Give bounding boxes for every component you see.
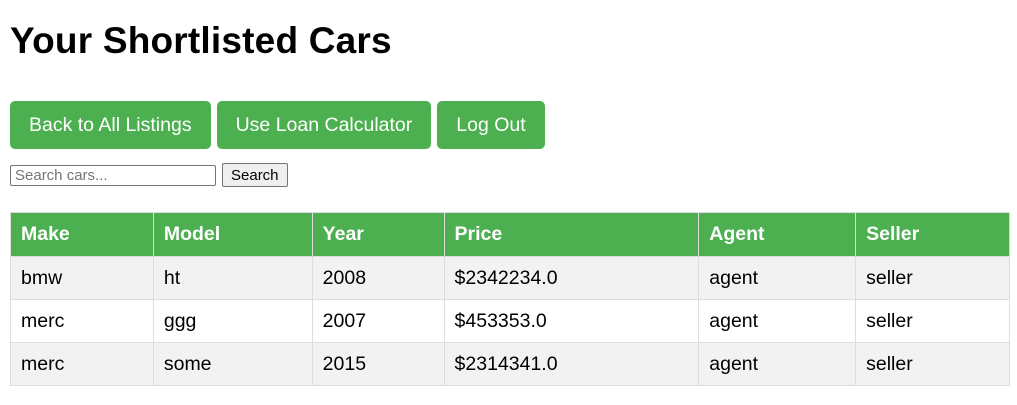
column-header-year: Year xyxy=(311,212,445,257)
cell-price: $2314341.0 xyxy=(443,342,700,386)
shortlist-table: Make Model Year Price Agent Seller bmw h… xyxy=(10,212,1010,386)
column-header-seller: Seller xyxy=(855,212,1010,257)
cell-agent: agent xyxy=(698,299,857,343)
cell-year: 2008 xyxy=(311,256,445,300)
column-header-model: Model xyxy=(152,212,313,257)
cell-make: bmw xyxy=(10,256,154,300)
log-out-button[interactable]: Log Out xyxy=(437,101,545,149)
cell-seller: seller xyxy=(855,342,1010,386)
cell-agent: agent xyxy=(698,256,857,300)
cell-seller: seller xyxy=(855,299,1010,343)
column-header-agent: Agent xyxy=(698,212,857,257)
cell-model: ggg xyxy=(152,299,313,343)
column-header-make: Make xyxy=(10,212,154,257)
table-row: merc ggg 2007 $453353.0 agent seller xyxy=(10,299,1010,343)
cell-seller: seller xyxy=(855,256,1010,300)
column-header-price: Price xyxy=(443,212,700,257)
search-form: Search xyxy=(10,163,1007,187)
cell-year: 2007 xyxy=(311,299,445,343)
table-header-row: Make Model Year Price Agent Seller xyxy=(10,212,1010,257)
loan-calculator-button[interactable]: Use Loan Calculator xyxy=(216,101,432,149)
cell-model: some xyxy=(152,342,313,386)
cell-price: $2342234.0 xyxy=(443,256,700,300)
table-row: bmw ht 2008 $2342234.0 agent seller xyxy=(10,256,1010,300)
page-title: Your Shortlisted Cars xyxy=(10,20,392,61)
search-input[interactable] xyxy=(10,164,216,186)
search-button[interactable]: Search xyxy=(222,163,288,187)
cell-model: ht xyxy=(152,256,313,300)
cell-price: $453353.0 xyxy=(443,299,700,343)
cell-make: merc xyxy=(10,342,154,386)
cell-make: merc xyxy=(10,299,154,343)
cell-agent: agent xyxy=(698,342,857,386)
page-container: Your Shortlisted Cars Back to All Listin… xyxy=(10,20,1010,386)
cell-year: 2015 xyxy=(311,342,445,386)
table-row: merc some 2015 $2314341.0 agent seller xyxy=(10,342,1010,386)
back-to-listings-button[interactable]: Back to All Listings xyxy=(10,101,211,149)
nav-button-bar: Back to All Listings Use Loan Calculator… xyxy=(10,101,1007,149)
